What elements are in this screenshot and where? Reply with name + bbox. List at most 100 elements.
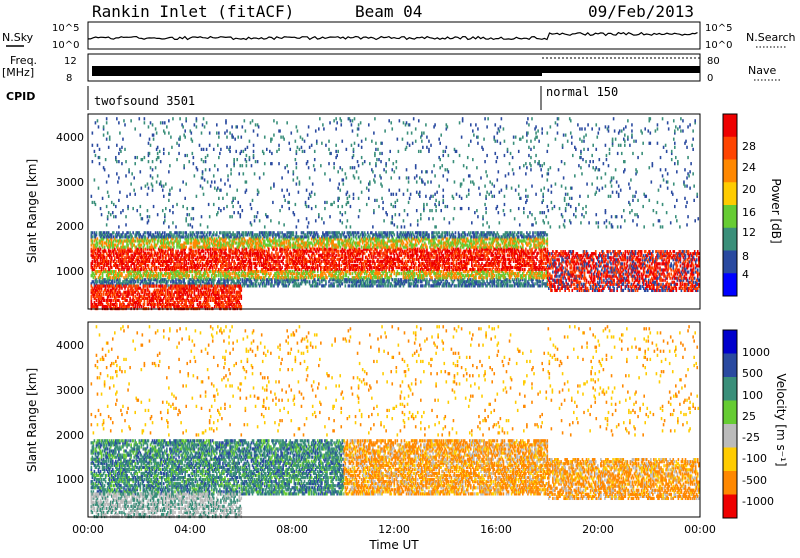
echo-cell [220, 263, 222, 268]
echo-cell [218, 278, 220, 282]
echo-cell [338, 239, 341, 243]
echo-cell [377, 278, 379, 282]
echo-cell [358, 235, 361, 239]
echo-cell [260, 243, 263, 247]
echo-cell [174, 239, 176, 243]
echo-cell [355, 253, 358, 257]
echo-cell [341, 282, 344, 286]
echo-cell [115, 284, 117, 288]
echo-cell [349, 253, 352, 257]
echo-cell [130, 253, 132, 257]
echo-cell [333, 243, 335, 247]
echo-cell [340, 272, 343, 276]
echo-cell [144, 255, 147, 259]
echo-cell [189, 245, 192, 249]
echo-cell [146, 259, 149, 263]
echo-cell [197, 241, 200, 245]
echo-cell [180, 243, 182, 247]
echo-cell [301, 249, 304, 253]
echo-cell [413, 267, 416, 272]
echo-cell [170, 239, 172, 243]
echo-cell [127, 247, 129, 251]
echo-cell [247, 245, 250, 249]
echo-cell [409, 233, 412, 237]
echo-cell [345, 270, 348, 274]
echo-cell [413, 280, 416, 284]
echo-cell [204, 261, 207, 266]
echo-cell [400, 235, 403, 239]
echo-cell [198, 276, 201, 280]
echo-cell [342, 241, 345, 245]
echo-cell [110, 265, 113, 270]
echo-cell [316, 247, 319, 251]
echo-cell [289, 261, 292, 266]
echo-cell [412, 253, 415, 257]
echo-cell [153, 249, 156, 253]
echo-cell [407, 251, 410, 255]
echo-cell [251, 231, 254, 235]
echo-cell [236, 278, 239, 282]
echo-cell [345, 255, 348, 259]
echo-cell [239, 235, 242, 239]
echo-cell [131, 257, 133, 261]
echo-cell [259, 241, 262, 245]
echo-cell [199, 278, 202, 282]
echo-cell [348, 263, 351, 268]
echo-cell [422, 239, 424, 243]
echo-cell [161, 235, 164, 239]
echo-cell [265, 249, 268, 253]
echo-cell [333, 235, 335, 239]
echo-cell [310, 272, 313, 276]
echo-cell [350, 280, 353, 284]
echo-cell [313, 259, 316, 263]
echo-cell [254, 280, 257, 284]
echo-cell [348, 257, 351, 261]
echo-cell [96, 280, 99, 284]
echo-cell [325, 237, 327, 241]
echo-cell [421, 237, 423, 241]
echo-cell [385, 259, 387, 263]
echo-cell [166, 237, 168, 241]
echo-cell [309, 247, 312, 251]
echo-cell [425, 231, 427, 235]
echo-cell [227, 241, 229, 245]
echo-cell [337, 280, 339, 284]
echo-cell [375, 243, 377, 247]
echo-cell [261, 255, 264, 259]
echo-cell [269, 253, 271, 257]
echo-cell [162, 278, 165, 282]
echo-cell [196, 259, 199, 263]
echo-cell [254, 282, 257, 286]
echo-cell [114, 270, 116, 274]
echo-cell [341, 253, 344, 257]
echo-cell [308, 245, 311, 249]
echo-cell [283, 239, 285, 243]
echo-cell [387, 280, 389, 284]
echo-cell [425, 282, 427, 286]
echo-cell [390, 239, 393, 243]
echo-cell [239, 243, 242, 247]
echo-cell [359, 274, 362, 278]
echo-cell [98, 245, 101, 249]
echo-cell [327, 259, 329, 263]
echo-cell [137, 261, 140, 266]
echo-cell [148, 253, 151, 257]
echo-cell [192, 265, 195, 270]
echo-cell [156, 241, 159, 245]
echo-cell [253, 247, 256, 251]
echo-cell [144, 247, 147, 251]
echo-cell [291, 237, 294, 241]
echo-cell [271, 259, 273, 263]
echo-cell [303, 233, 306, 237]
echo-cell [392, 251, 395, 255]
echo-cell [224, 233, 226, 237]
echo-cell [149, 282, 152, 286]
echo-cell [222, 259, 224, 263]
echo-cell [342, 233, 345, 237]
echo-cell [119, 278, 121, 282]
echo-cell [244, 263, 247, 268]
echo-cell [143, 261, 146, 266]
echo-cell [421, 274, 423, 278]
echo-cell [243, 255, 246, 259]
echo-cell [389, 263, 392, 268]
